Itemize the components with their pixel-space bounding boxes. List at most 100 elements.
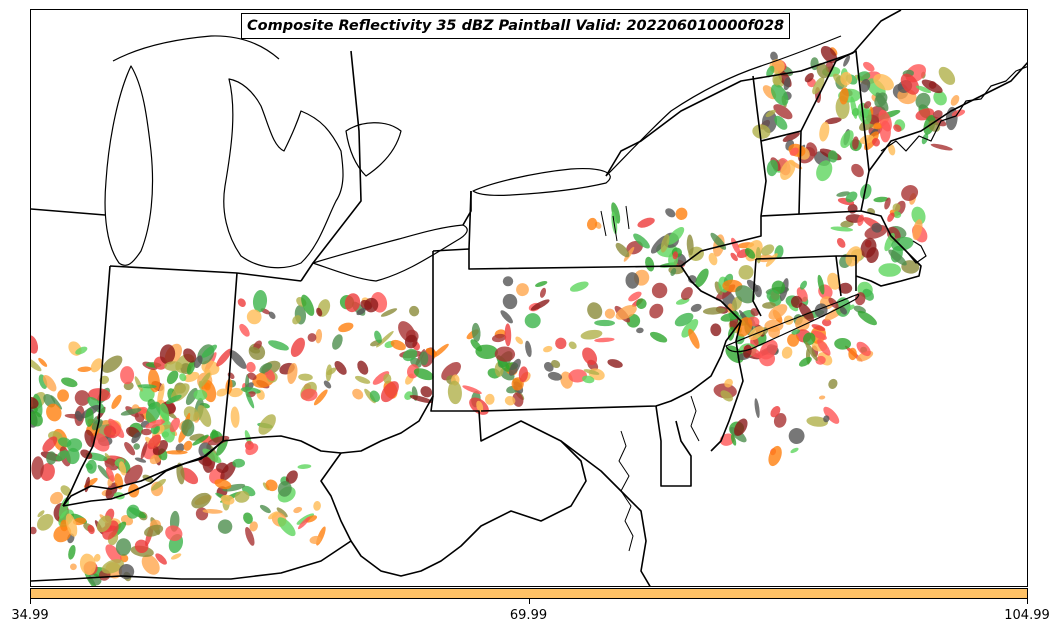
paintball-blob <box>275 514 299 539</box>
paintball-blob <box>819 395 826 400</box>
map-frame <box>30 9 1028 587</box>
paintball-blob <box>263 477 280 493</box>
paintball-blob <box>325 364 332 381</box>
paintball-blob <box>514 335 524 345</box>
paintball-blob <box>835 236 847 249</box>
colorbar-tick-mark <box>30 599 31 604</box>
paintball-blob <box>848 348 857 360</box>
paintball-blob <box>524 312 541 329</box>
paintball-blob <box>288 335 308 359</box>
paintball-blob <box>34 511 57 534</box>
paintball-blob <box>935 64 958 88</box>
paintball-blob <box>503 276 514 286</box>
paintball-blob <box>60 376 79 389</box>
georgian-bay-outline <box>346 123 401 176</box>
paintball-blob <box>297 464 311 470</box>
colorbar <box>30 588 1028 599</box>
paintball-blob <box>31 355 43 373</box>
paintball-blob <box>797 355 813 369</box>
paintball-blob <box>644 256 656 273</box>
paintball-blob <box>170 552 182 561</box>
colorbar-tick-mark <box>1027 599 1028 604</box>
paintball-blob <box>259 503 273 514</box>
paintball-blob <box>898 182 921 204</box>
paintball-blob <box>67 544 77 560</box>
paintball-blob <box>594 320 615 327</box>
paintball-blob <box>31 526 37 535</box>
colorbar-tick-label: 34.99 <box>11 608 48 623</box>
paintball-blob <box>636 327 644 333</box>
paintball-blob <box>754 398 761 418</box>
paintball-blob <box>226 371 235 380</box>
paintball-blob <box>646 301 666 321</box>
paintball-blob <box>355 359 371 377</box>
paintball-blob <box>849 161 867 179</box>
paintball-blob <box>501 292 519 311</box>
paintball-blob <box>313 501 322 512</box>
paintball-blob <box>856 308 879 328</box>
maryland-delaware-border <box>561 406 691 587</box>
paintball-blob <box>949 94 961 108</box>
paintball-blob <box>504 323 511 346</box>
michigan-mitten-outline <box>224 79 343 268</box>
paintball-blob <box>245 361 257 374</box>
paintball-blob <box>230 406 240 428</box>
paintball-blob <box>133 375 144 392</box>
paintball-blob <box>267 338 290 352</box>
paintball-blob <box>57 389 69 402</box>
paintball-blob <box>389 338 407 353</box>
paintball-blob <box>636 216 656 230</box>
paintball-blob <box>354 374 371 385</box>
paintball-blob <box>710 323 722 337</box>
paintball-blob <box>606 357 623 369</box>
paintball-blob <box>780 345 794 360</box>
paintball-blob <box>337 321 355 334</box>
lake-ontario-outline <box>473 169 610 196</box>
paintball-blob <box>690 302 703 313</box>
paintball-blob <box>766 444 784 468</box>
paintball-blob <box>553 336 568 351</box>
paintball-blob <box>408 304 421 317</box>
paintball-blob <box>166 450 188 454</box>
paintball-blob <box>675 207 688 220</box>
paintball-blob <box>70 563 77 570</box>
paintball-blob <box>786 425 807 446</box>
paintball-blob <box>567 340 578 351</box>
paintball-blob <box>485 393 496 405</box>
paintball-blob <box>542 345 553 353</box>
paintball-blob <box>585 300 605 322</box>
delaware-bay-outline <box>691 396 699 441</box>
paintball-blob <box>648 330 668 345</box>
paintball-blob <box>818 121 831 142</box>
paintball-blob <box>515 282 530 297</box>
paintball-blob <box>292 506 303 515</box>
paintball-blob <box>539 287 547 299</box>
paintball-blob <box>524 340 533 357</box>
paintball-blob <box>133 443 140 450</box>
paintball-blob <box>471 323 481 343</box>
paintball-blob <box>216 518 234 536</box>
paintball-blob <box>330 333 345 352</box>
colorbar-tick-label: 104.99 <box>1004 608 1050 623</box>
lake-michigan-outline <box>105 66 152 265</box>
paintball-blob <box>31 334 40 355</box>
paintball-blob <box>77 366 91 372</box>
paintball-blob <box>534 280 548 288</box>
paintball-blob <box>236 297 247 309</box>
paintball-blob <box>736 262 756 282</box>
map-canvas <box>31 10 1028 587</box>
paintball-blob <box>569 279 590 293</box>
kentucky-border <box>31 441 351 581</box>
wi-il-border <box>31 209 105 215</box>
colorbar-tick-mark <box>529 599 530 604</box>
paintball-blob <box>499 308 515 325</box>
chesapeake-bay-outline <box>619 431 633 551</box>
paintball-blob <box>298 373 313 381</box>
paintball-blob <box>237 322 252 338</box>
paintball-blob <box>663 206 677 219</box>
paintball-blob <box>878 263 901 277</box>
paintball-blob <box>930 142 953 152</box>
paintball-blob <box>462 384 483 396</box>
canada-us-border <box>313 51 853 263</box>
paintball-blob <box>86 459 97 474</box>
